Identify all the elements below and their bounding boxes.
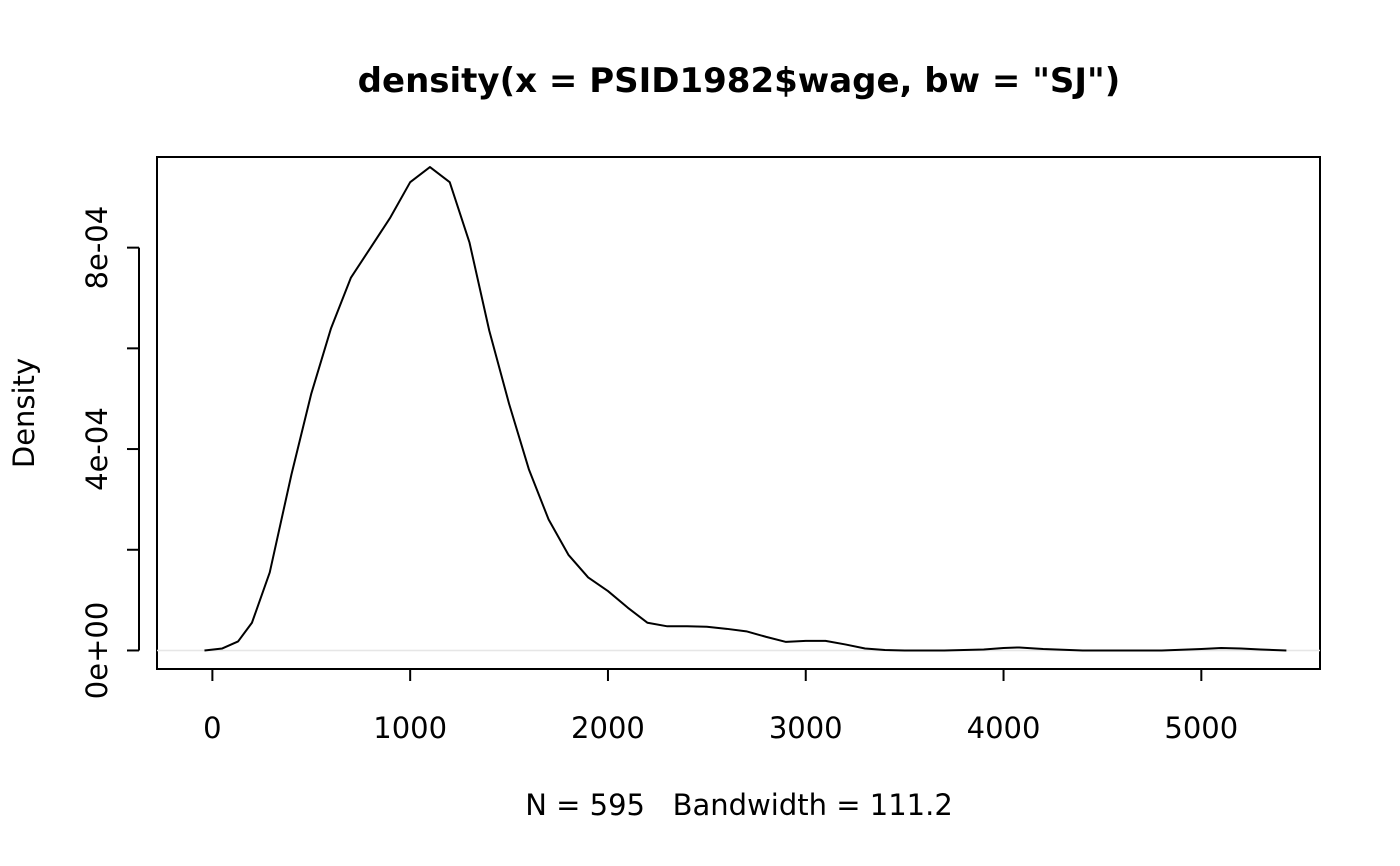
x-tick-label: 5000 <box>1164 711 1238 745</box>
y-axis: 0e+00 4e-04 8e-04 <box>80 206 140 700</box>
x-tick-label: 0 <box>203 711 221 745</box>
x-tick-label: 1000 <box>373 711 447 745</box>
x-tick-label: 2000 <box>571 711 645 745</box>
x-axis-label: N = 595 Bandwidth = 111.2 <box>525 788 953 822</box>
x-tick-label: 3000 <box>769 711 843 745</box>
chart-title: density(x = PSID1982$wage, bw = "SJ") <box>358 61 1121 101</box>
plot-frame <box>156 156 1321 670</box>
y-tick-label: 8e-04 <box>80 206 114 290</box>
x-axis: 0 1000 2000 3000 4000 5000 <box>203 668 1238 745</box>
x-tick-label: 4000 <box>967 711 1041 745</box>
density-curve <box>204 166 1287 652</box>
y-tick-label: 4e-04 <box>80 407 114 491</box>
y-axis-label: Density <box>7 358 41 468</box>
y-tick-label: 0e+00 <box>80 602 114 700</box>
